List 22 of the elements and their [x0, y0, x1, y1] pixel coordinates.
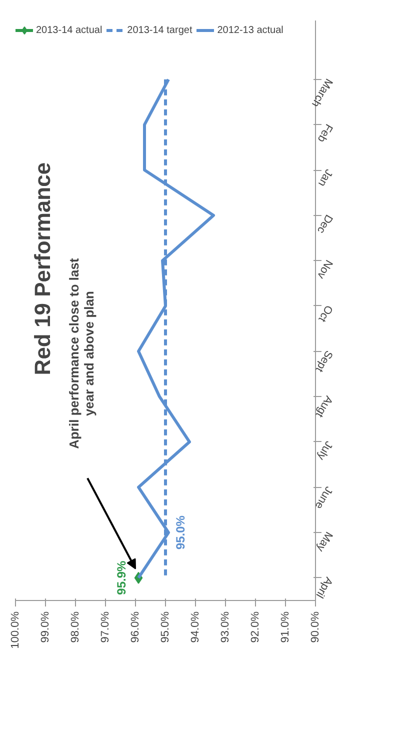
x-tick-label: 97.0% [100, 611, 112, 643]
y-tick-label: Dec [314, 212, 335, 236]
x-tick-label: 91.0% [280, 611, 292, 643]
text: Red 19 Performance [30, 162, 55, 376]
y-tick-label: Jan [315, 167, 335, 188]
x-tick-label: 100.0% [10, 611, 22, 649]
x-tick-label: 94.0% [190, 611, 202, 643]
y-tick-label: Oct [316, 302, 335, 324]
x-tick-label: 96.0% [130, 611, 142, 643]
x-tick-label: 92.0% [250, 611, 262, 643]
legend-label: 2013-14 actual [36, 24, 102, 36]
annotation: April performance close to last year and above plan [66, 258, 96, 449]
data-label: 95.0% [174, 515, 188, 550]
legend-label: 2012-13 actual [217, 24, 284, 36]
legend-label: 2013-14 target [127, 24, 192, 36]
x-tick-label: 95.0% [160, 611, 172, 643]
y-tick-label: Feb [314, 122, 335, 144]
x-tick-label: 99.0% [40, 611, 52, 643]
x-tick-label: 93.0% [220, 611, 232, 643]
data-label: 95.9% [114, 560, 128, 595]
x-tick-label: 90.0% [310, 611, 322, 643]
x-tick-label: 98.0% [70, 611, 82, 643]
